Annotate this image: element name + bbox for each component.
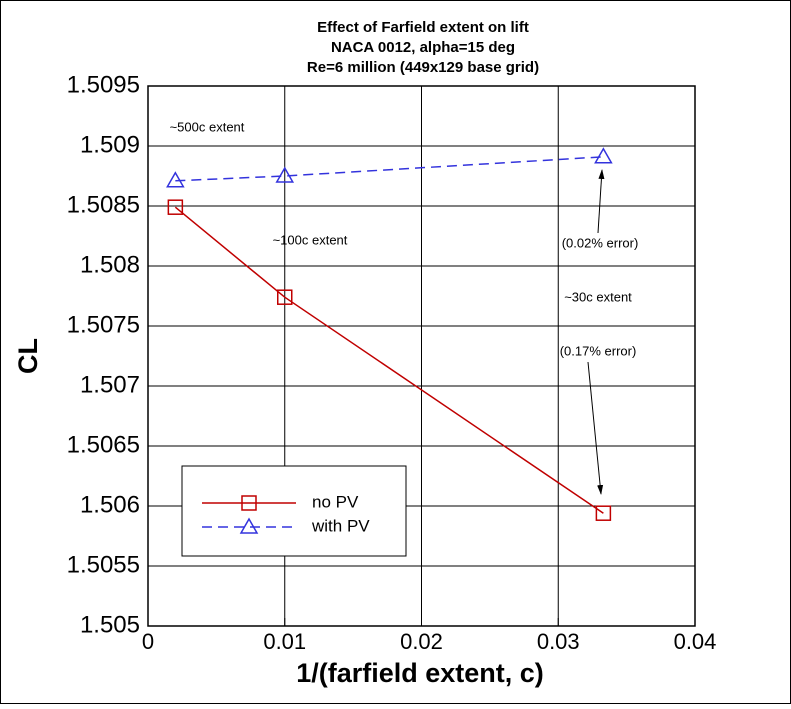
y-tick-label: 1.508 [80,251,140,278]
annotation: ~500c extent [170,119,245,134]
annotation: ~100c extent [273,232,348,247]
y-tick-label: 1.5095 [67,71,140,98]
series-line [174,206,604,514]
y-tick-label: 1.5075 [67,311,140,338]
annotation: ~30c extent [564,289,632,304]
x-tick-label: 0.01 [263,629,306,654]
chart-title: Re=6 million (449x129 base grid) [307,59,539,76]
arrow [587,361,604,495]
y-tick-label: 1.5085 [67,191,140,218]
arrow [597,169,605,234]
marker [594,147,613,164]
marker [166,171,185,188]
marker [241,495,257,511]
y-tick-label: 1.5065 [67,431,140,458]
marker [595,505,612,521]
marker [277,289,293,305]
marker [275,166,295,183]
legend-box [181,465,407,557]
y-tick-label: 1.5055 [67,551,140,578]
marker [239,517,259,534]
chart-title: NACA 0012, alpha=15 deg [331,39,515,56]
y-tick-label: 1.507 [80,371,140,398]
y-axis-label: CL [13,338,43,374]
legend-label: with PV [311,516,370,535]
annotation: (0.02% error) [562,235,639,250]
legend-label: no PV [312,492,359,511]
x-tick-label: 0 [142,629,154,654]
x-tick-label: 0.02 [400,629,443,654]
marker [167,199,184,215]
y-tick-label: 1.505 [80,611,140,638]
x-axis-label: 1/(farfield extent, c) [296,658,544,688]
x-tick-label: 0.04 [674,629,717,654]
plot-border [147,85,696,627]
series-line [175,156,604,182]
y-tick-label: 1.509 [80,131,140,158]
chart-title: Effect of Farfield extent on lift [317,19,529,36]
y-tick-label: 1.506 [80,491,140,518]
annotation: (0.17% error) [560,343,637,358]
x-tick-label: 0.03 [537,629,580,654]
